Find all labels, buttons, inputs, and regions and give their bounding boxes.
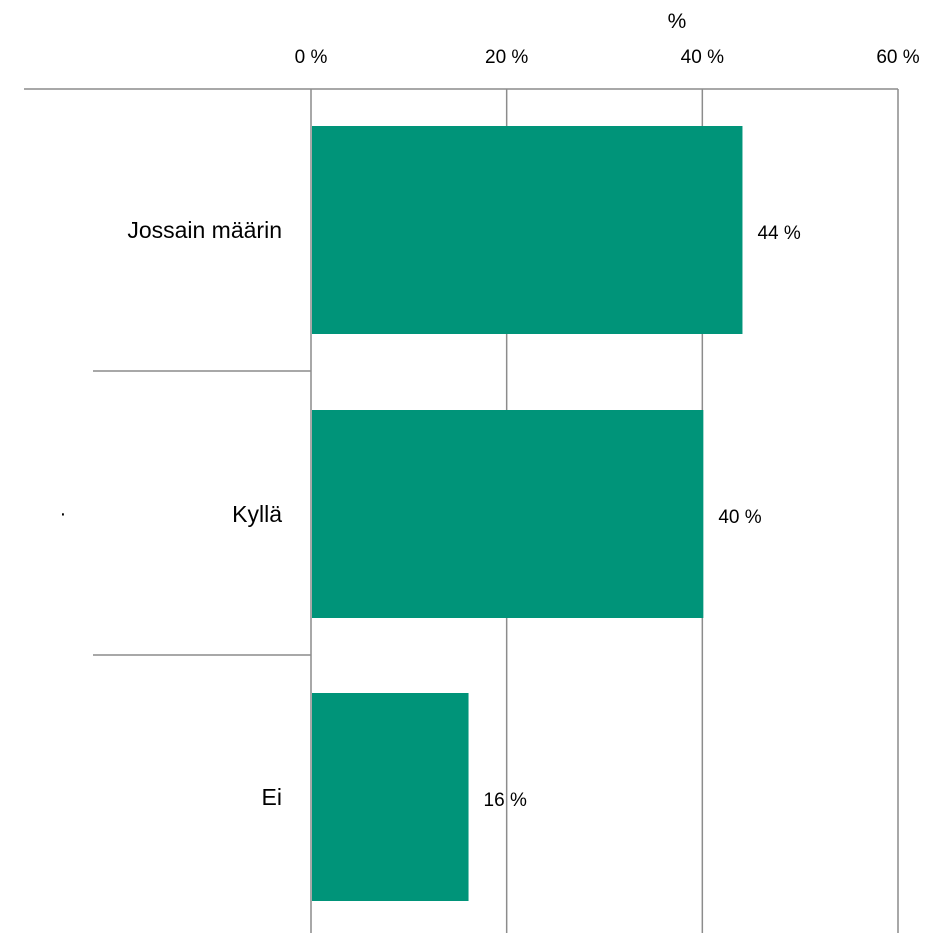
- x-tick-label: 40 %: [681, 47, 724, 68]
- category-label: Ei: [262, 784, 282, 810]
- category-label: Jossain määrin: [127, 217, 282, 243]
- x-tick-label: 0 %: [295, 47, 328, 68]
- axes: [24, 88, 898, 656]
- labels: 0 % 20 % 40 % 60 % Jossain määrin 44 % Kyllä 40…: [127, 47, 919, 811]
- data-label: 40 %: [718, 507, 761, 528]
- bar-jossain-määrin: [312, 126, 743, 334]
- bars: [312, 126, 743, 901]
- bar-kyllä: [312, 410, 704, 618]
- bar-ei: [312, 693, 469, 901]
- data-label: 44 %: [757, 223, 800, 244]
- stray-dot: ·: [60, 503, 67, 525]
- data-label: 16 %: [484, 790, 527, 811]
- x-axis-unit-label: %: [668, 10, 687, 33]
- x-tick-label: 60 %: [876, 47, 919, 68]
- x-tick-label: 20 %: [485, 47, 528, 68]
- category-label: Kyllä: [232, 501, 282, 527]
